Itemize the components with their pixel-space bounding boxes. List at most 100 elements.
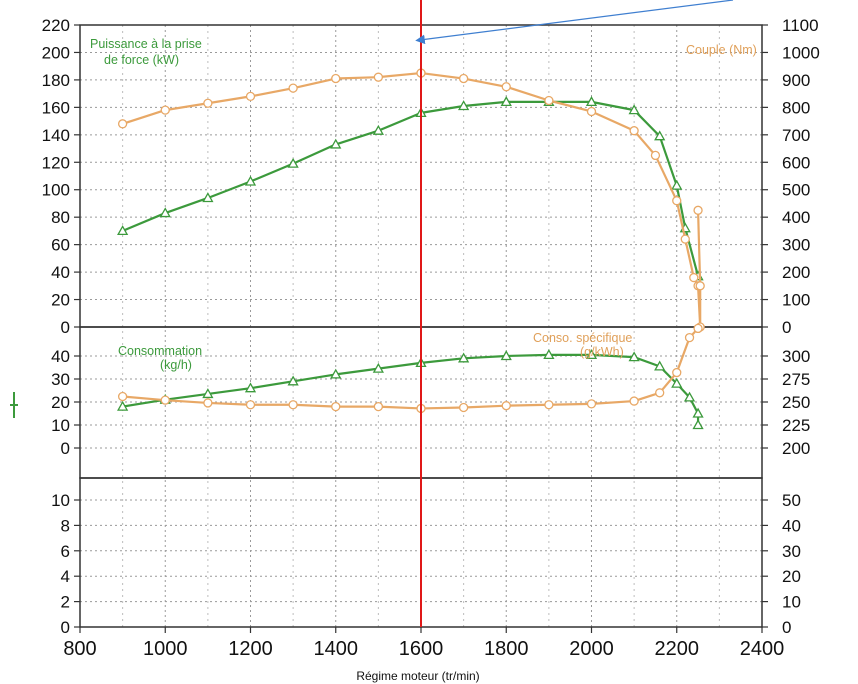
point-middle-1-4 [288, 400, 298, 410]
point-middle-0-14 [671, 377, 683, 388]
point-middle-1-2 [203, 398, 213, 408]
point-top-1-6 [373, 72, 384, 82]
left-tick-label-middle-0: 0 [61, 439, 70, 458]
point-middle-1-3 [245, 400, 256, 410]
tick-labels: 0204060801001201401601802002200100200300… [42, 16, 820, 660]
point-top-0-1 [159, 207, 171, 218]
series-line-top-0 [122, 100, 700, 277]
point-middle-0-8 [458, 352, 470, 363]
point-middle-0-15 [683, 391, 696, 402]
x-tick-label-1600: 1600 [399, 638, 444, 660]
left-tick-label-top-120: 120 [42, 153, 70, 172]
point-middle-0-6 [372, 362, 384, 373]
point-top-0-6 [372, 124, 384, 135]
point-middle-0-3 [244, 382, 257, 393]
point-middle-0-12 [628, 351, 640, 362]
left-tick-label-bottom-2: 2 [61, 593, 70, 612]
point-middle-0-2 [202, 388, 214, 399]
x-tick-label-1800: 1800 [484, 638, 529, 660]
point-middle-0-13 [654, 360, 666, 371]
point-middle-1-11 [586, 399, 597, 409]
right-tick-label-bottom-50: 50 [782, 491, 801, 510]
point-middle-1-14 [672, 367, 682, 378]
x-tick-label-800: 800 [63, 638, 96, 660]
left-tick-label-bottom-6: 6 [61, 542, 70, 561]
right-tick-label-top-500: 500 [782, 181, 810, 200]
right-tick-label-top-0: 0 [782, 318, 791, 337]
x-tick-label-2000: 2000 [569, 638, 614, 660]
point-middle-1-12 [629, 396, 639, 406]
left-tick-label-middle-20: 20 [51, 393, 70, 412]
point-middle-1-1 [160, 395, 170, 405]
left-tick-label-top-100: 100 [42, 181, 70, 200]
point-middle-0-10 [543, 349, 555, 359]
left-tick-label-bottom-8: 8 [61, 516, 70, 535]
right-tick-label-top-300: 300 [782, 236, 810, 255]
point-top-1-2 [203, 98, 213, 108]
point-top-1-0 [117, 119, 128, 129]
point-top-1-19 [695, 281, 705, 291]
point-middle-0-0 [117, 400, 129, 411]
right-tick-label-bottom-40: 40 [782, 516, 801, 535]
point-top-1-3 [245, 91, 256, 102]
point-middle-1-10 [544, 400, 554, 410]
point-top-1-12 [629, 126, 639, 136]
point-middle-1-0 [117, 391, 128, 402]
right-tick-label-top-400: 400 [782, 208, 810, 227]
point-top-0-9 [500, 96, 512, 107]
right-tick-label-bottom-10: 10 [782, 593, 801, 612]
legend-swatch-green [10, 392, 18, 418]
right-tick-label-middle-300: 300 [782, 347, 810, 366]
point-top-1-16 [689, 272, 699, 283]
left-tick-label-bottom-4: 4 [61, 567, 70, 586]
series-label-couple: Couple (Nm) [686, 43, 757, 57]
series-label-puissance-line1: Puissance à la prise [90, 37, 202, 51]
point-middle-1-8 [458, 402, 469, 413]
annotation-arrow [415, 0, 734, 45]
x-tick-label-1200: 1200 [228, 638, 273, 660]
point-middle-1-13 [655, 388, 665, 398]
left-tick-label-bottom-0: 0 [61, 618, 70, 637]
series-label-puissance-line2: de force (kW) [104, 53, 179, 67]
left-tick-label-top-60: 60 [51, 236, 70, 255]
right-tick-label-top-200: 200 [782, 263, 810, 282]
point-middle-0-9 [500, 350, 512, 361]
point-middle-1-15 [684, 332, 695, 343]
point-middle-0-17 [692, 419, 704, 430]
point-top-1-5 [331, 73, 341, 84]
point-top-0-11 [585, 96, 598, 107]
right-tick-label-top-600: 600 [782, 153, 810, 172]
right-tick-label-top-1100: 1100 [782, 16, 819, 35]
left-tick-label-top-180: 180 [42, 71, 70, 90]
left-tick-label-bottom-10: 10 [51, 491, 70, 510]
series-label-conso-specifique-line1: Conso. spécifique [533, 331, 632, 345]
point-middle-0-11 [585, 349, 598, 359]
point-top-1-14 [672, 196, 682, 206]
x-tick-label-1000: 1000 [143, 638, 188, 660]
point-top-1-20 [693, 205, 703, 215]
x-tick-label-2200: 2200 [655, 638, 700, 660]
point-top-1-10 [544, 95, 554, 106]
point-top-1-9 [501, 82, 511, 92]
point-top-1-4 [288, 83, 298, 93]
point-middle-1-6 [373, 401, 384, 412]
right-tick-label-middle-200: 200 [782, 439, 810, 458]
left-tick-label-top-200: 200 [42, 43, 70, 62]
right-tick-label-top-900: 900 [782, 71, 810, 90]
series-line-middle-0 [122, 353, 700, 425]
point-top-1-8 [458, 73, 469, 84]
right-tick-label-top-1000: 1000 [782, 43, 820, 62]
point-top-1-15 [680, 234, 690, 244]
left-tick-label-top-140: 140 [42, 126, 70, 145]
point-top-0-5 [330, 138, 342, 149]
series-layer [117, 68, 705, 430]
point-top-0-8 [458, 100, 470, 111]
point-top-0-14 [671, 179, 683, 190]
point-top-0-3 [244, 175, 257, 186]
right-tick-label-top-700: 700 [782, 126, 810, 145]
right-tick-label-top-800: 800 [782, 98, 810, 117]
right-tick-label-middle-225: 225 [782, 416, 810, 435]
point-middle-0-16 [692, 407, 704, 418]
series-label-conso-specifique-line2: (g/kWh) [580, 345, 624, 359]
